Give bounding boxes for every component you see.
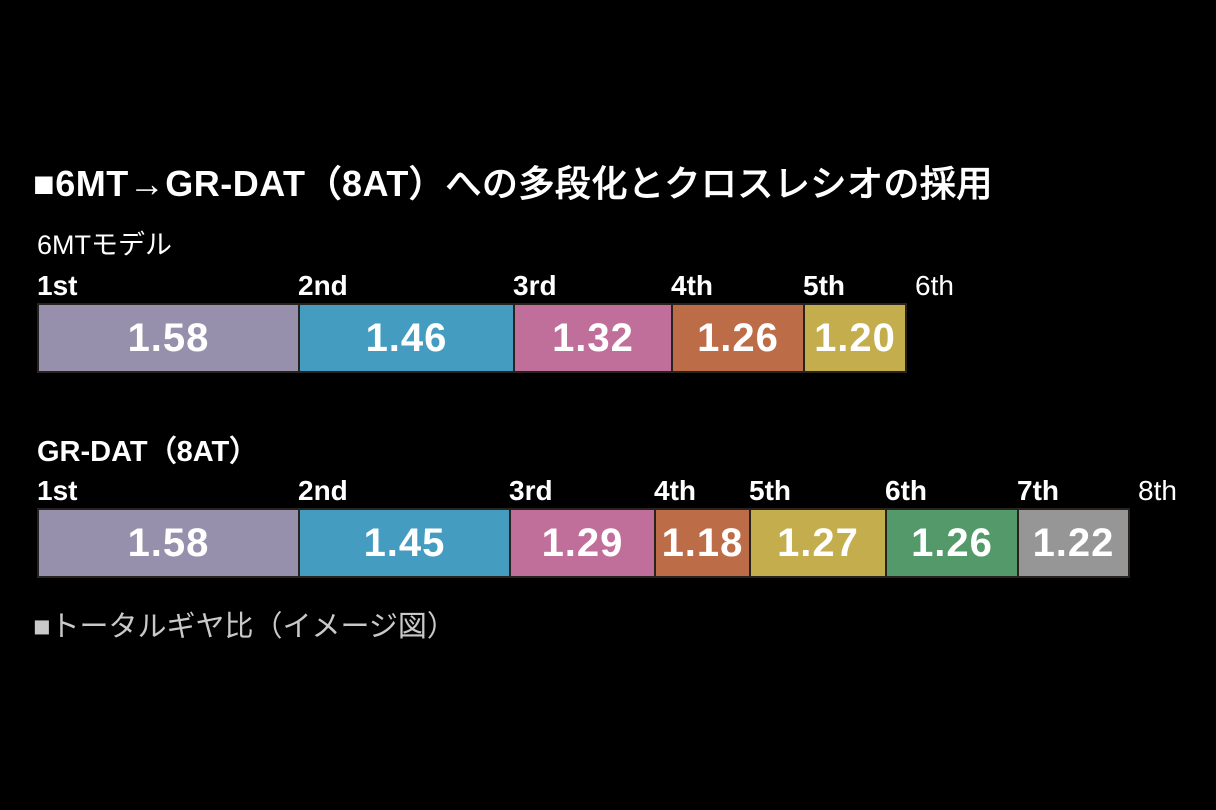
gear-ratio-bar-6mt: 1.58 1.46 1.32 1.26 1.20 1st 2nd 3rd 4th 5th 6th [37,270,1197,373]
gear-segment: 1.18 [654,508,751,578]
gear-segment: 1.26 [671,303,805,373]
gear-position-label: 6th [885,475,927,506]
gear-position-label: 2nd [298,475,348,506]
gear-segment: 1.45 [298,508,511,578]
gear-segment: 1.22 [1017,508,1130,578]
gear-segment: 1.27 [749,508,887,578]
gear-position-label: 1st [37,270,78,301]
gear-ratio-value: 1.27 [777,520,859,565]
gear-ratio-value: 1.46 [365,315,448,360]
gear-segment: 1.46 [298,303,515,373]
gear-segment: 1.32 [513,303,673,373]
gear-ratio-value: 1.22 [1032,520,1115,565]
gear-segment: 1.26 [885,508,1019,578]
gear-ratio-value: 1.32 [552,315,634,360]
series-label-8at: GR-DAT（8AT） [37,436,259,468]
gear-ratio-value: 1.20 [814,315,896,360]
gear-position-label: 6th [915,270,954,301]
page-title: ■6MT→GR-DAT（8AT）への多段化とクロスレシオの採用 [33,163,993,204]
gear-position-label: 3rd [509,475,553,506]
gear-ratio-value: 1.26 [911,520,993,565]
gear-position-label: 5th [749,475,791,506]
series-label-6mt: 6MTモデル [37,230,172,260]
gear-ratio-value: 1.29 [541,520,624,565]
gear-ratio-value: 1.26 [697,315,779,360]
gear-position-label: 7th [1017,475,1059,506]
gear-segment: 1.58 [37,508,300,578]
gear-ratio-value: 1.58 [127,520,210,565]
gear-position-label: 4th [671,270,713,301]
gear-position-label: 2nd [298,270,348,301]
gear-position-label: 5th [803,270,845,301]
gear-position-label: 3rd [513,270,557,301]
gear-position-label: 8th [1138,475,1177,506]
gear-ratio-value: 1.45 [363,520,446,565]
gear-segment: 1.20 [803,303,907,373]
gear-position-label: 1st [37,475,78,506]
gear-position-label: 4th [654,475,696,506]
gear-segment: 1.58 [37,303,300,373]
gear-ratio-bar-8at: 1.58 1.45 1.29 1.18 1.27 1.26 1.22 1st 2nd 3rd 4th… [37,475,1197,578]
gear-ratio-value: 1.18 [661,520,744,565]
gear-segment: 1.29 [509,508,656,578]
gear-ratio-value: 1.58 [127,315,210,360]
caption-total-gear-ratio: ■トータルギヤ比（イメージ図） [33,611,456,643]
